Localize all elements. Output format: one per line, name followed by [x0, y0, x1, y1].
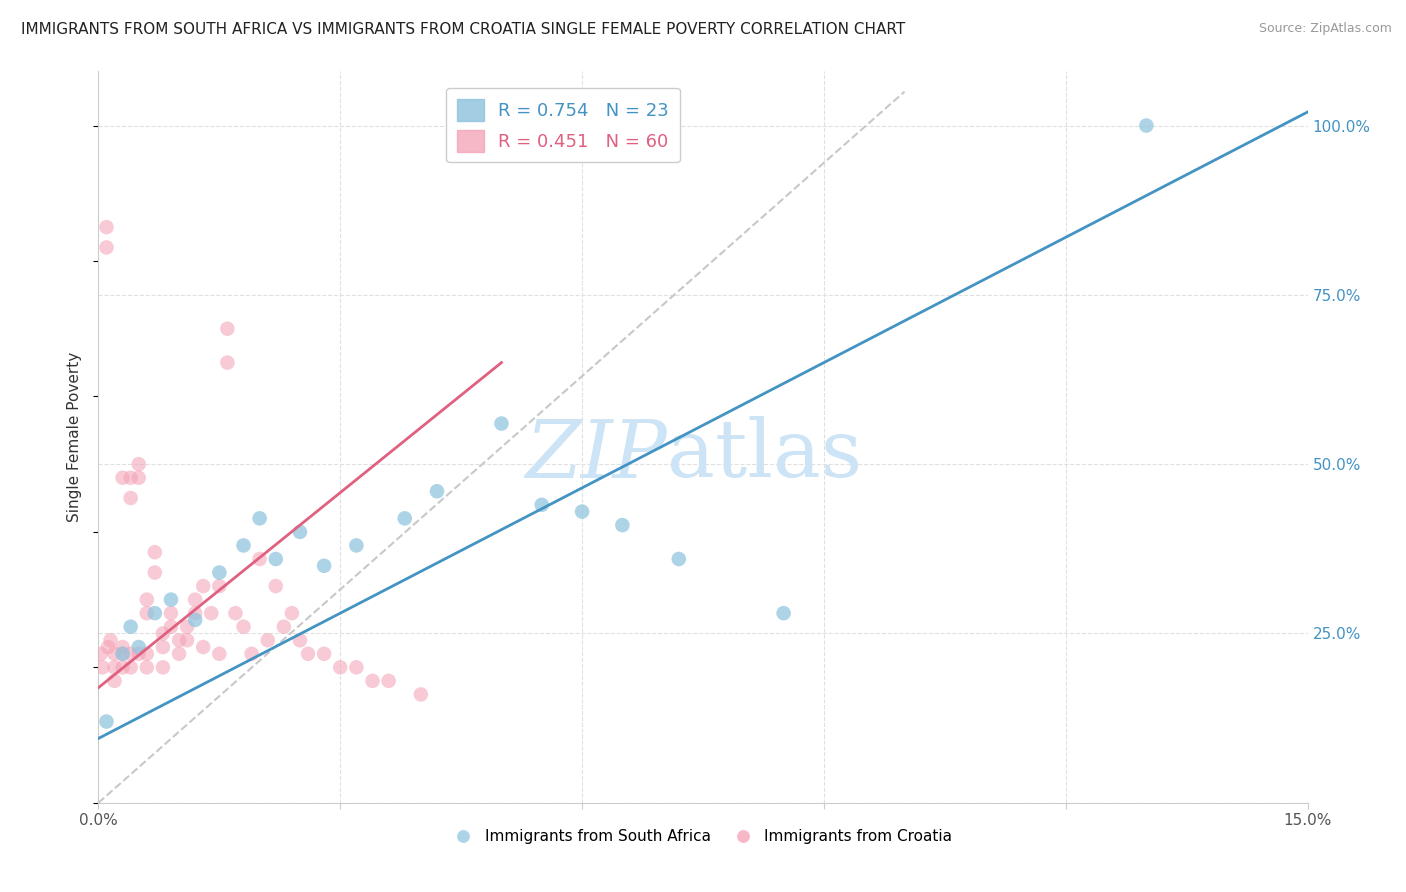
Point	[208, 566, 231, 580]
Text: Source: ZipAtlas.com: Source: ZipAtlas.com	[1258, 22, 1392, 36]
Point	[97, 640, 120, 654]
Legend: Immigrants from South Africa, Immigrants from Croatia: Immigrants from South Africa, Immigrants…	[449, 822, 957, 850]
Point	[249, 552, 271, 566]
Point	[491, 417, 513, 431]
Point	[409, 688, 432, 702]
Point	[1135, 119, 1157, 133]
Point	[120, 620, 142, 634]
Point	[772, 606, 794, 620]
Point	[100, 633, 122, 648]
Point	[281, 606, 304, 620]
Point	[377, 673, 399, 688]
Point	[103, 660, 125, 674]
Point	[344, 660, 367, 674]
Point	[128, 471, 150, 485]
Point	[135, 647, 157, 661]
Point	[143, 606, 166, 620]
Y-axis label: Single Female Poverty: Single Female Poverty	[67, 352, 83, 522]
Point	[160, 592, 183, 607]
Point	[143, 545, 166, 559]
Point	[152, 660, 174, 674]
Point	[135, 606, 157, 620]
Point	[135, 660, 157, 674]
Point	[426, 484, 449, 499]
Point	[314, 558, 336, 573]
Point	[193, 640, 215, 654]
Point	[668, 552, 690, 566]
Point	[264, 552, 287, 566]
Point	[90, 647, 112, 661]
Point	[240, 647, 263, 661]
Point	[120, 660, 142, 674]
Point	[160, 606, 183, 620]
Point	[96, 220, 118, 235]
Point	[176, 620, 198, 634]
Point	[249, 511, 271, 525]
Point	[96, 714, 118, 729]
Point	[612, 518, 634, 533]
Point	[103, 673, 125, 688]
Point	[120, 647, 142, 661]
Point	[329, 660, 352, 674]
Point	[135, 592, 157, 607]
Point	[361, 673, 384, 688]
Point	[217, 322, 239, 336]
Point	[128, 647, 150, 661]
Point	[184, 592, 207, 607]
Point	[167, 647, 190, 661]
Point	[288, 633, 311, 648]
Point	[128, 640, 150, 654]
Point	[571, 505, 593, 519]
Point	[344, 538, 367, 552]
Point	[224, 606, 246, 620]
Point	[193, 579, 215, 593]
Point	[111, 647, 134, 661]
Point	[111, 660, 134, 674]
Point	[217, 355, 239, 369]
Point	[143, 566, 166, 580]
Point	[394, 511, 416, 525]
Point	[288, 524, 311, 539]
Point	[273, 620, 295, 634]
Point	[232, 620, 254, 634]
Point	[120, 471, 142, 485]
Point	[152, 640, 174, 654]
Point	[200, 606, 222, 620]
Text: ZIP: ZIP	[524, 417, 666, 494]
Point	[128, 457, 150, 471]
Point	[208, 579, 231, 593]
Point	[208, 647, 231, 661]
Point	[530, 498, 553, 512]
Point	[176, 633, 198, 648]
Point	[167, 633, 190, 648]
Point	[297, 647, 319, 661]
Text: IMMIGRANTS FROM SOUTH AFRICA VS IMMIGRANTS FROM CROATIA SINGLE FEMALE POVERTY CO: IMMIGRANTS FROM SOUTH AFRICA VS IMMIGRAN…	[21, 22, 905, 37]
Point	[111, 640, 134, 654]
Point	[111, 471, 134, 485]
Point	[152, 626, 174, 640]
Point	[91, 660, 114, 674]
Text: atlas: atlas	[666, 417, 862, 494]
Point	[111, 647, 134, 661]
Point	[120, 491, 142, 505]
Point	[264, 579, 287, 593]
Point	[314, 647, 336, 661]
Point	[160, 620, 183, 634]
Point	[103, 647, 125, 661]
Point	[184, 606, 207, 620]
Point	[256, 633, 278, 648]
Point	[232, 538, 254, 552]
Point	[96, 240, 118, 254]
Point	[184, 613, 207, 627]
